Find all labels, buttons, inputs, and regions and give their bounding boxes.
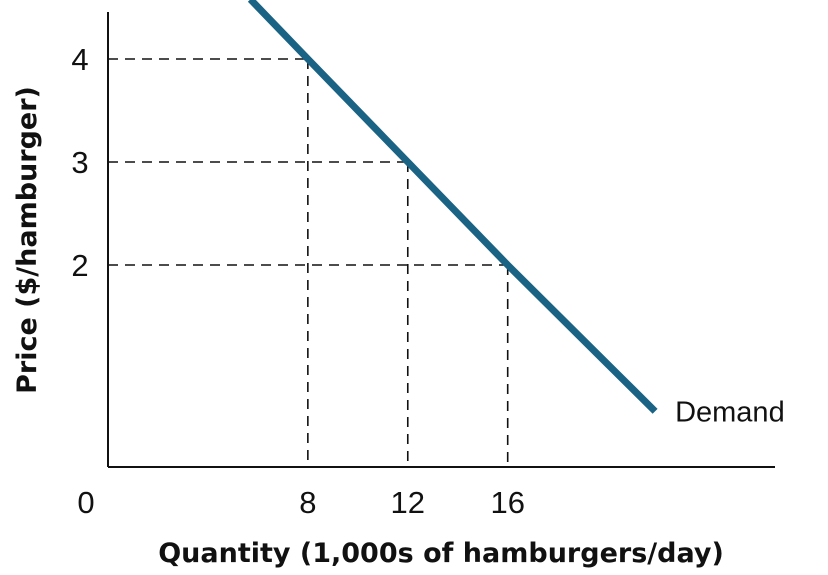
- y-tick-label: 2: [71, 248, 88, 283]
- y-tick-label: 4: [71, 42, 88, 77]
- y-tick-labels: 2 3 4: [71, 42, 88, 283]
- demand-series-label: Demand: [675, 396, 785, 428]
- x-tick-label: 8: [299, 485, 316, 520]
- reference-lines: [108, 58, 509, 467]
- x-tick-labels: 8 12 16: [299, 485, 525, 520]
- demand-curve: [247, 0, 658, 414]
- y-tick-label: 3: [71, 145, 88, 180]
- y-axis-title: Price ($/hamburger): [12, 86, 43, 394]
- x-tick-label: 16: [490, 485, 524, 520]
- x-tick-label: 12: [391, 485, 425, 520]
- origin-label: 0: [77, 485, 94, 520]
- x-axis-title: Quantity (1,000s of hamburgers/day): [158, 538, 724, 569]
